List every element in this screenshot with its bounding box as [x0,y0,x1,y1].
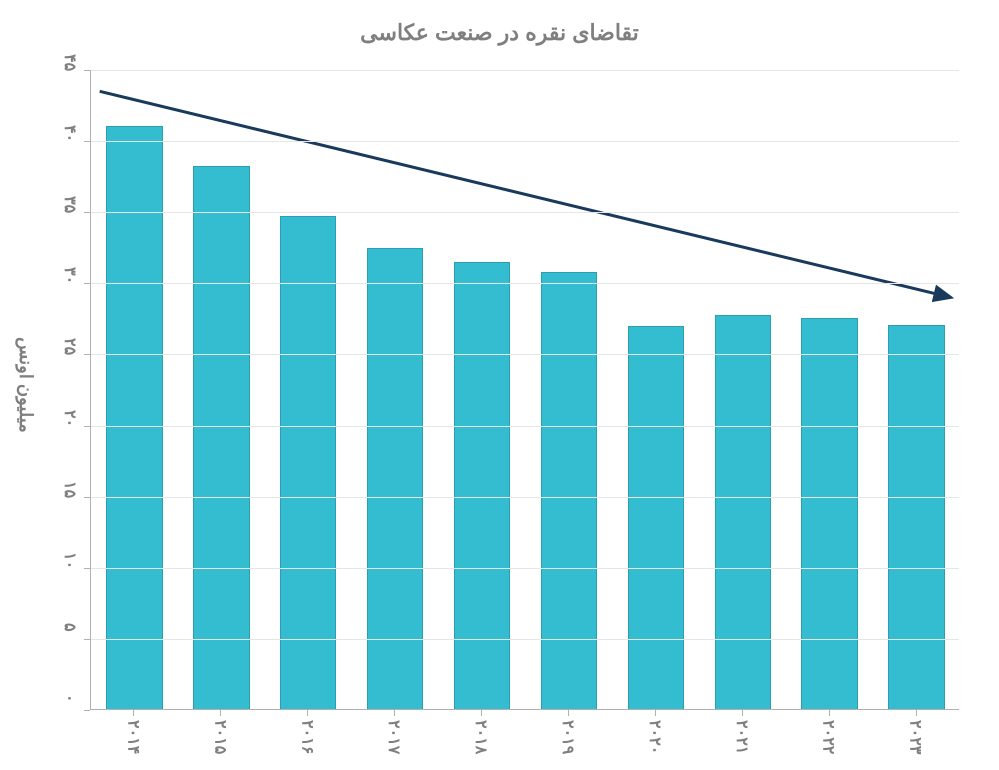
x-tick-label: ۲۰۱۷ [384,720,403,754]
y-tick-label: ۴۵ [60,54,79,71]
y-tick-label: ۲۵ [60,338,79,355]
y-tick-label: ۳۰ [60,267,79,284]
y-tick-label: ۲۰ [60,410,79,427]
x-tick-label: ۲۰۲۱ [732,720,751,754]
y-tick-label: ۳۵ [60,196,79,213]
x-tick-mark [568,710,569,716]
x-tick-mark [307,710,308,716]
x-tick-mark [394,710,395,716]
x-tick-mark [133,710,134,716]
gridline [91,70,959,71]
y-tick-mark [84,354,90,355]
x-tick-label: ۲۰۲۲ [819,720,838,754]
x-tick-label: ۲۰۱۹ [558,720,577,754]
x-tick-mark [829,710,830,716]
y-tick-mark [84,639,90,640]
bar [454,262,510,709]
x-tick-mark [481,710,482,716]
y-tick-label: ۰ [60,694,79,703]
x-tick-label: ۲۰۱۴ [123,720,142,754]
x-tick-mark [655,710,656,716]
y-tick-label: ۱۵ [60,481,79,498]
y-tick-mark [84,426,90,427]
gridline [91,212,959,213]
x-tick-label: ۲۰۲۰ [645,720,664,754]
x-tick-mark [742,710,743,716]
x-tick-mark [220,710,221,716]
x-tick-label: ۲۰۲۳ [906,720,925,754]
gridline [91,426,959,427]
y-tick-label: ۵ [60,623,79,632]
bar [280,216,336,710]
gridline [91,141,959,142]
y-tick-mark [84,212,90,213]
y-axis-label: میلیون اونس [15,337,37,433]
bar [888,325,944,709]
chart-title: تقاضای نقره در صنعت عکاسی [0,20,999,46]
x-tick-label: ۲۰۱۵ [210,720,229,754]
y-tick-mark [84,70,90,71]
x-tick-mark [916,710,917,716]
gridline [91,354,959,355]
bar [541,272,597,709]
y-tick-label: ۱۰ [60,552,79,569]
y-tick-mark [84,141,90,142]
y-tick-mark [84,710,90,711]
x-tick-label: ۲۰۱۶ [297,720,316,754]
gridline [91,568,959,569]
bar [193,166,249,709]
y-tick-mark [84,283,90,284]
y-tick-label: ۴۰ [60,125,79,142]
bar [628,326,684,709]
bar [367,248,423,709]
bars-group [91,70,959,709]
gridline [91,497,959,498]
gridline [91,639,959,640]
chart-container: تقاضای نقره در صنعت عکاسی میلیون اونس ۰ ۵… [0,0,999,770]
y-tick-mark [84,497,90,498]
bar [715,315,771,709]
bar [106,126,162,709]
plot-area [90,70,959,710]
gridline [91,283,959,284]
x-tick-label: ۲۰۱۸ [471,720,490,754]
y-tick-mark [84,568,90,569]
bar [801,318,857,709]
